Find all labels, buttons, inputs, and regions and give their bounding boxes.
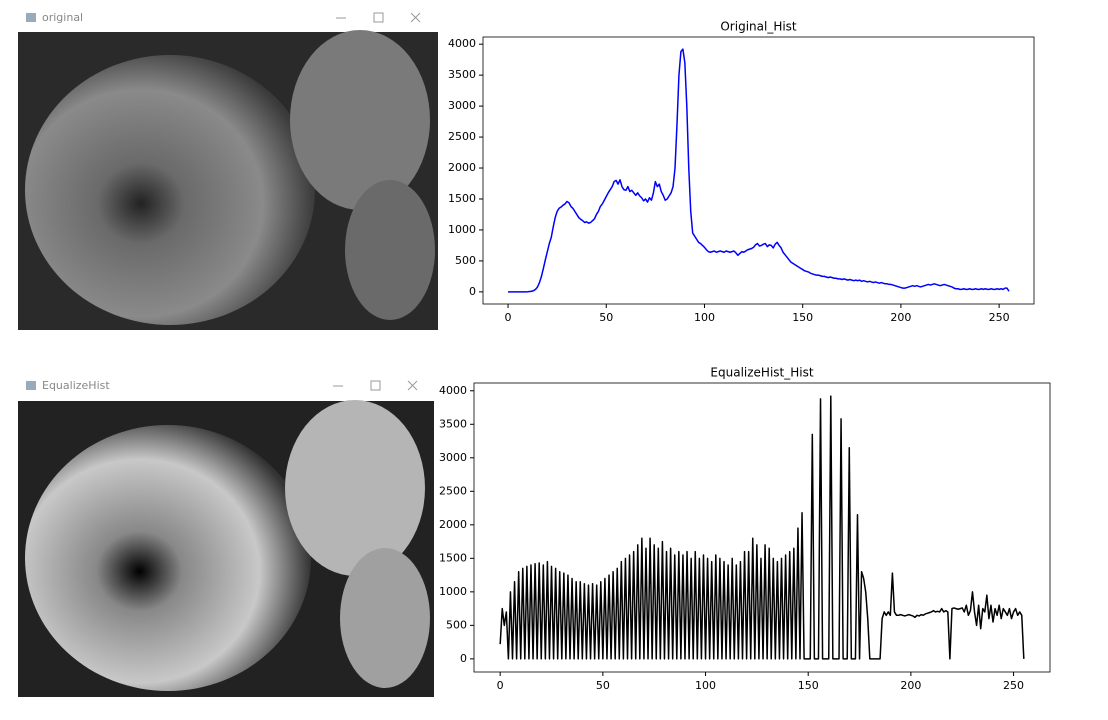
- flower-shape: [25, 55, 315, 325]
- y-tick-label: 2000: [439, 518, 467, 531]
- x-tick-label: 50: [596, 679, 610, 692]
- y-tick-label: 0: [469, 285, 476, 298]
- chart-title: EqualizeHist_Hist: [710, 366, 813, 380]
- y-tick-label: 3500: [439, 417, 467, 430]
- x-tick-label: 250: [989, 311, 1010, 324]
- window-equalize: EqualizeHist: [18, 379, 434, 697]
- y-tick-label: 4000: [448, 37, 476, 50]
- y-tick-label: 2500: [439, 484, 467, 497]
- petal-shape: [285, 400, 425, 576]
- y-tick-label: 1000: [439, 585, 467, 598]
- x-tick-label: 200: [890, 311, 911, 324]
- window-title: original: [42, 11, 83, 24]
- x-tick-label: 150: [798, 679, 819, 692]
- close-button[interactable]: [407, 380, 418, 391]
- maximize-button[interactable]: [373, 12, 384, 23]
- y-tick-label: 1500: [448, 192, 476, 205]
- x-tick-label: 250: [1003, 679, 1024, 692]
- y-tick-label: 0: [460, 652, 467, 665]
- y-tick-label: 1000: [448, 223, 476, 236]
- x-tick-label: 0: [497, 679, 504, 692]
- chart-title: Original_Hist: [720, 20, 797, 34]
- close-button[interactable]: [410, 12, 421, 23]
- y-tick-label: 1500: [439, 551, 467, 564]
- x-tick-label: 200: [900, 679, 921, 692]
- y-tick-label: 2500: [448, 130, 476, 143]
- window-icon: [26, 381, 36, 390]
- petal-shape: [345, 180, 435, 320]
- hist-line: [499, 395, 1025, 660]
- window-icon: [26, 13, 36, 22]
- window-title: EqualizeHist: [42, 379, 110, 392]
- petal-shape: [340, 548, 430, 688]
- x-tick-label: 100: [694, 311, 715, 324]
- y-tick-label: 4000: [439, 384, 467, 397]
- plot-frame: [473, 382, 1051, 673]
- y-tick-label: 3000: [439, 451, 467, 464]
- y-tick-label: 3500: [448, 68, 476, 81]
- y-tick-label: 500: [446, 618, 467, 631]
- y-tick-label: 3000: [448, 99, 476, 112]
- x-tick-label: 150: [792, 311, 813, 324]
- histogram-chart: EqualizeHist_Hist05001000150020002500300…: [439, 366, 1051, 692]
- hist-line: [508, 48, 1010, 293]
- maximize-button[interactable]: [370, 380, 381, 391]
- y-tick-label: 500: [455, 254, 476, 267]
- x-tick-label: 0: [505, 311, 512, 324]
- window-original: original: [18, 11, 438, 330]
- flower-shape: [25, 425, 311, 691]
- petal-shape: [290, 30, 430, 210]
- x-tick-label: 100: [695, 679, 716, 692]
- histogram-chart: Original_Hist050010001500200025003000350…: [448, 20, 1035, 324]
- y-tick-label: 2000: [448, 161, 476, 174]
- x-tick-label: 50: [599, 311, 613, 324]
- plot-frame: [482, 36, 1035, 305]
